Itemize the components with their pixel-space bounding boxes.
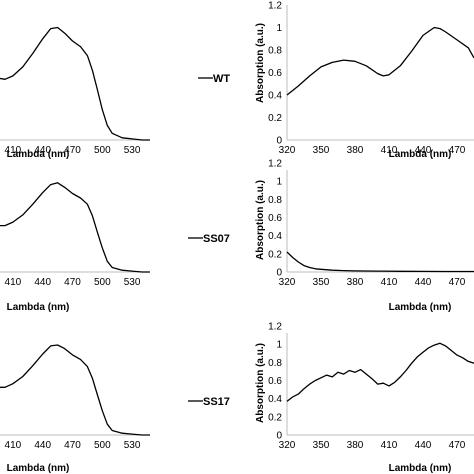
right-3-x-tick-label: 440 bbox=[415, 440, 432, 451]
left-3-x-tick-label: 470 bbox=[64, 440, 81, 451]
left-2-x-tick-label: 440 bbox=[34, 277, 51, 288]
right-1-x-tick-label: 470 bbox=[449, 145, 466, 156]
left-3-x-tick-label: 440 bbox=[34, 440, 51, 451]
right-3-x-tick-label: 350 bbox=[313, 440, 330, 451]
left-panel-2: 410 440 470 500 530 Lambda (nm) bbox=[0, 182, 150, 313]
right-1-y-tick-label: 0.6 bbox=[268, 68, 282, 79]
right-panel-1: 0 0.2 0.4 0.6 0.8 1 1.2 320 350 380 410 440 470 Lam… bbox=[255, 1, 474, 160]
right-3-series-line bbox=[286, 342, 474, 402]
right-2-y-tick-label: 1.2 bbox=[268, 159, 282, 170]
left-3-x-tick-label: 530 bbox=[124, 440, 141, 451]
left-1-x-tick-label: 500 bbox=[94, 145, 111, 156]
right-2-y-tick-label: 0 bbox=[276, 268, 282, 279]
right-3-y-tick-label: 1.2 bbox=[268, 322, 282, 333]
right-3-x-tick-label: 410 bbox=[381, 440, 398, 451]
left-2-x-axis-label: Lambda (nm) bbox=[7, 302, 70, 313]
left-2-x-tick-label: 470 bbox=[64, 277, 81, 288]
right-2-series-line bbox=[286, 251, 474, 273]
right-3-x-tick-label: 320 bbox=[279, 440, 296, 451]
right-2-y-tick-label: 0.8 bbox=[268, 195, 282, 206]
right-1-y-tick-label: 1 bbox=[276, 23, 282, 34]
right-2-x-tick-label: 320 bbox=[279, 277, 296, 288]
left-1-x-tick-label: 440 bbox=[34, 145, 51, 156]
right-1-y-axis-label: Absorption (a.u.) bbox=[255, 23, 266, 103]
right-2-x-tick-label: 440 bbox=[415, 277, 432, 288]
right-1-y-tick-label: 0.2 bbox=[268, 113, 282, 124]
right-3-x-axis-label: Lambda (nm) bbox=[389, 463, 452, 474]
left-2-series-line bbox=[0, 182, 150, 273]
legend-3-label: SS17 bbox=[203, 396, 230, 408]
right-panel-3: 0 0.2 0.4 0.6 0.8 1 1.2 320 350 380 410 440 470 Lam… bbox=[255, 322, 474, 474]
left-1-x-axis-label: Lambda (nm) bbox=[7, 149, 70, 160]
right-1-x-tick-label: 380 bbox=[347, 145, 364, 156]
right-1-x-tick-label: 410 bbox=[381, 145, 398, 156]
right-panel-2: 0 0.2 0.4 0.6 0.8 1 1.2 320 350 380 410 440 470 Lam… bbox=[255, 159, 474, 313]
left-1-x-tick-label: 530 bbox=[124, 145, 141, 156]
right-2-y-tick-label: 1 bbox=[276, 177, 282, 188]
right-1-y-tick-label: 0 bbox=[276, 136, 282, 147]
right-3-y-axis-label: Absorption (a.u.) bbox=[255, 343, 266, 423]
right-2-x-tick-label: 350 bbox=[313, 277, 330, 288]
right-1-x-tick-label: 320 bbox=[279, 145, 296, 156]
right-2-x-tick-label: 470 bbox=[449, 277, 466, 288]
right-1-series-line bbox=[286, 26, 474, 96]
right-1-y-tick-label: 1.2 bbox=[268, 1, 282, 12]
right-3-y-tick-label: 0.8 bbox=[268, 358, 282, 369]
legend-2: SS07 bbox=[188, 233, 230, 245]
legend-1: WT bbox=[198, 73, 230, 85]
right-2-y-axis-label: Absorption (a.u.) bbox=[255, 180, 266, 260]
right-3-y-tick-label: 0 bbox=[276, 431, 282, 442]
right-2-y-tick-label: 0.2 bbox=[268, 249, 282, 260]
left-3-series-line bbox=[0, 344, 150, 436]
right-1-y-tick-label: 0.8 bbox=[268, 46, 282, 57]
right-2-x-axis-label: Lambda (nm) bbox=[389, 302, 452, 313]
legend-3: SS17 bbox=[188, 396, 230, 408]
legend-1-label: WT bbox=[213, 73, 230, 85]
left-panel-3: 410 440 470 500 530 Lambda (nm) bbox=[0, 344, 150, 474]
left-panel-1: 410 440 470 500 530 Lambda (nm) bbox=[0, 26, 150, 160]
right-1-y-tick-label: 0.4 bbox=[268, 91, 282, 102]
right-2-y-tick-label: 0.6 bbox=[268, 213, 282, 224]
left-2-x-tick-label: 530 bbox=[124, 277, 141, 288]
right-3-y-tick-label: 0.2 bbox=[268, 412, 282, 423]
right-3-x-tick-label: 470 bbox=[449, 440, 466, 451]
left-3-x-tick-label: 500 bbox=[94, 440, 111, 451]
legend-2-label: SS07 bbox=[203, 233, 230, 245]
right-3-x-tick-label: 380 bbox=[347, 440, 364, 451]
left-1-x-tick-label: 470 bbox=[64, 145, 81, 156]
left-3-x-tick-label: 410 bbox=[5, 440, 22, 451]
right-1-x-tick-label: 440 bbox=[415, 145, 432, 156]
right-1-x-axis-label: Lambda (nm) bbox=[389, 149, 452, 160]
right-3-y-tick-label: 0.6 bbox=[268, 376, 282, 387]
right-2-x-tick-label: 410 bbox=[381, 277, 398, 288]
left-1-x-tick-label: 410 bbox=[5, 145, 22, 156]
left-1-series-line bbox=[0, 26, 150, 141]
right-2-x-tick-label: 380 bbox=[347, 277, 364, 288]
right-3-y-tick-label: 1 bbox=[276, 340, 282, 351]
left-2-x-tick-label: 410 bbox=[5, 277, 22, 288]
right-2-y-tick-label: 0.4 bbox=[268, 231, 282, 242]
right-1-x-tick-label: 350 bbox=[313, 145, 330, 156]
left-2-x-tick-label: 500 bbox=[94, 277, 111, 288]
right-3-y-tick-label: 0.4 bbox=[268, 394, 282, 405]
left-3-x-axis-label: Lambda (nm) bbox=[7, 463, 70, 474]
